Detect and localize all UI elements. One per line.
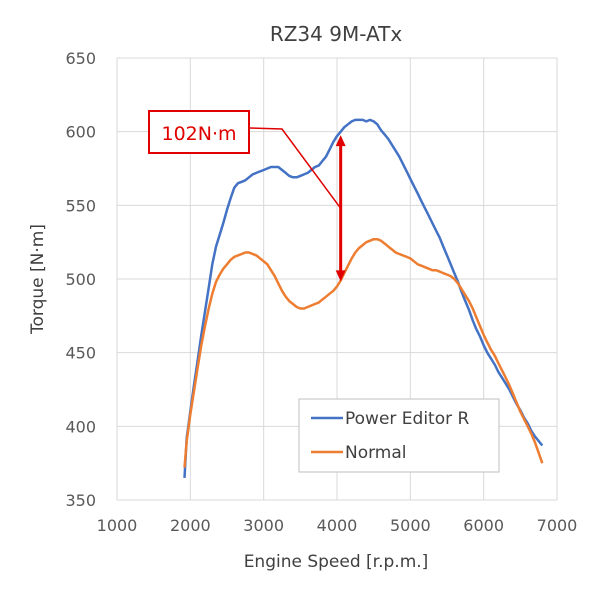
legend-label-normal: Normal [345,443,407,463]
y-tick-label: 500 [65,270,96,289]
y-tick-label: 550 [65,196,96,215]
y-tick-label: 650 [65,49,96,68]
y-tick-label: 450 [65,344,96,363]
x-tick-label: 3000 [243,516,284,535]
annotation-label: 102N·m [161,123,236,145]
arrow-head-top [335,135,346,147]
x-tick-labels: 1000 2000 3000 4000 5000 6000 7000 [97,516,578,535]
x-tick-label: 2000 [170,516,211,535]
y-tick-label: 350 [65,491,96,510]
x-tick-label: 5000 [390,516,431,535]
y-tick-label: 400 [65,417,96,436]
arrow-head-bottom [335,270,346,282]
x-tick-label: 6000 [463,516,504,535]
series-line-power-editor-r [183,118,544,478]
x-tick-label: 4000 [317,516,358,535]
legend-label-power-editor-r: Power Editor R [345,409,470,429]
legend-box [298,398,500,473]
x-tick-label: 1000 [97,516,138,535]
series-line-normal [183,237,544,468]
y-tick-label: 600 [65,123,96,142]
legend: Power Editor R Normal [298,398,500,473]
x-tick-label: 7000 [537,516,578,535]
series-lines [183,118,544,478]
annotation-group: 102N·m [148,110,346,282]
annotation-leader-line [248,127,342,209]
annotation-box [148,110,250,154]
y-tick-labels: 350 400 450 500 550 600 650 [65,49,96,510]
chart-title: RZ34 9M-ATx [270,22,403,46]
y-axis-title: Torque [N·m] [28,224,48,335]
x-axis-title: Engine Speed [r.p.m.] [244,552,429,572]
